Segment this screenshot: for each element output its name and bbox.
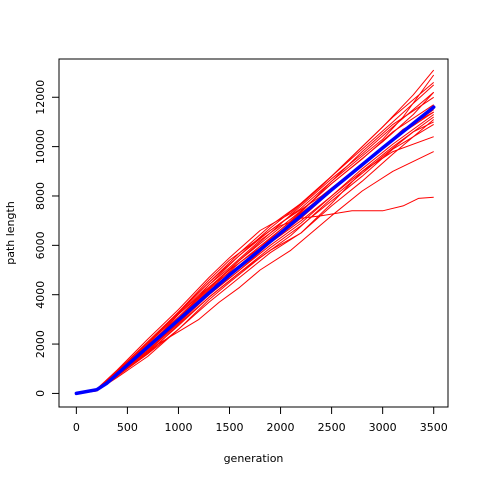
x-tick-label: 1000 bbox=[164, 421, 192, 434]
x-tick-label: 1500 bbox=[216, 421, 244, 434]
y-axis-label: path length bbox=[4, 201, 17, 265]
x-tick-label: 2500 bbox=[318, 421, 346, 434]
y-tick-label: 8000 bbox=[34, 182, 47, 210]
plot-frame bbox=[58, 58, 449, 408]
y-tick-label: 10000 bbox=[34, 129, 47, 164]
mean-line bbox=[74, 105, 436, 396]
x-tick-label: 2000 bbox=[267, 421, 295, 434]
run-line-1 bbox=[76, 74, 435, 394]
run-line-8 bbox=[76, 69, 435, 394]
x-tick-label: 500 bbox=[117, 421, 138, 434]
y-tick-label: 4000 bbox=[34, 281, 47, 309]
x-tick-label: 3500 bbox=[420, 421, 448, 434]
x-tick-label: 3000 bbox=[369, 421, 397, 434]
run-line-12 bbox=[76, 119, 435, 394]
y-tick-label: 0 bbox=[34, 390, 47, 397]
y-tick-label: 6000 bbox=[34, 231, 47, 259]
mean-line-layer bbox=[74, 105, 436, 396]
run-lines bbox=[76, 69, 435, 394]
x-axis-label: generation bbox=[224, 452, 284, 465]
y-tick-label: 2000 bbox=[34, 330, 47, 358]
y-tick-label: 12000 bbox=[34, 80, 47, 115]
run-line-19 bbox=[76, 82, 435, 394]
y-axis: 0 2000 4000 6000 8000 10000 12000 bbox=[34, 80, 60, 397]
x-tick-label: 0 bbox=[73, 421, 80, 434]
run-line-14 bbox=[76, 84, 435, 394]
x-axis: 0 500 1000 1500 2000 2500 3000 3500 bbox=[73, 406, 448, 434]
